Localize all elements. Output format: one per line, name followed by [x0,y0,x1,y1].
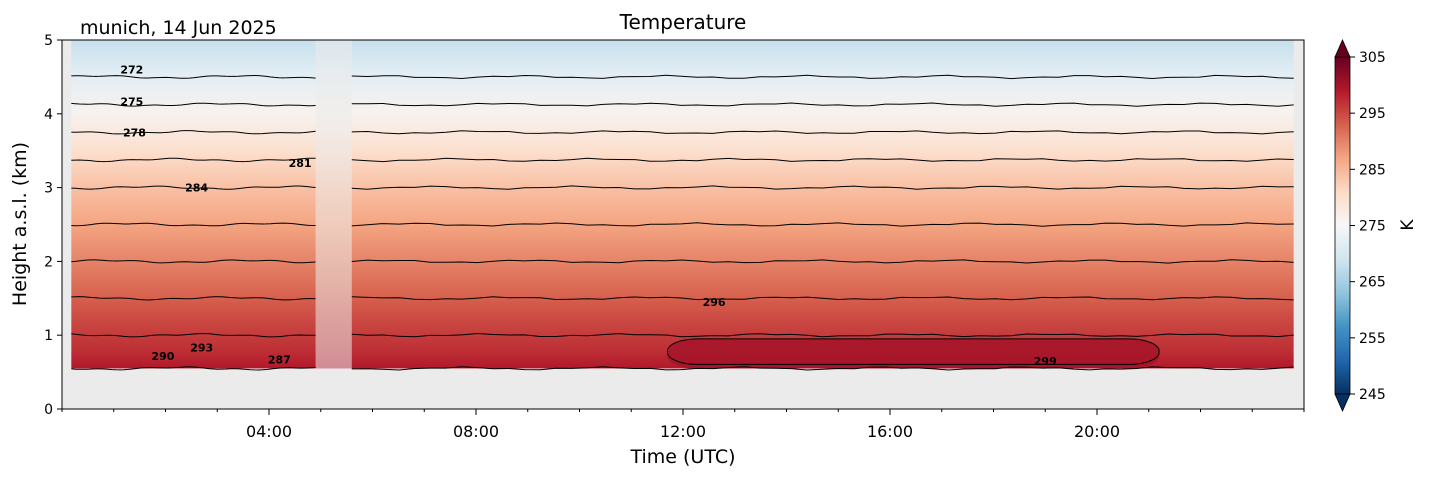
warm-core-region [667,338,1160,369]
temperature-field [71,40,1294,369]
contour-line-275 [351,102,1294,107]
colorbar-extend-max [1334,39,1351,58]
contour-line-299 [71,366,316,371]
overlay-layer: 272 275 278 281 284 296 293 290 287 299 0 1 2 3 4 5 04:0… [44,33,1386,441]
colorbar-label: K [1398,219,1418,231]
plot-area [62,40,1304,409]
contour-label: 290 [151,350,174,363]
contour-line-296 [351,332,1294,338]
temperature-field-fill [71,40,1294,369]
contour-line-299 [351,366,1294,371]
contour-line-278 [351,130,1294,135]
contour-line-287 [71,222,316,227]
colorbar-body [1334,56,1351,395]
y-tick-label: 2 [44,254,53,270]
contour-lines [71,74,1294,371]
contour-line-290 [71,259,316,264]
contour-line-281 [71,157,316,163]
y-tick-label: 4 [44,107,53,123]
contour-line-293 [351,296,1294,301]
contour-line-272 [351,74,1294,80]
contour-label: 275 [120,95,143,108]
x-axis-label: Time (UTC) [629,446,735,468]
contour-line-275 [71,102,316,107]
contour-line-warm-core [666,338,1160,365]
x-tick-label: 04:00 [246,422,292,441]
missing-data-gap [315,40,352,369]
contour-line-293 [71,296,316,301]
contour-label: 296 [703,296,726,309]
chart-subtitle: munich, 14 Jun 2025 [80,17,277,39]
colorbar-tick-label: 245 [1359,387,1386,403]
y-tick-label: 1 [44,328,53,344]
colorbar-tick-label: 285 [1359,162,1386,178]
y-tick-label: 3 [44,181,53,197]
x-tick-label: 20:00 [1074,422,1120,441]
colorbar: 245 255 265 275 285 295 305 [1334,39,1386,412]
y-tick-label: 0 [44,402,53,418]
colorbar-tick-label: 255 [1359,331,1386,347]
contour-label: 278 [123,126,146,139]
contour-line-284 [351,185,1294,190]
contour-line-272 [71,74,316,79]
colorbar-tick-label: 265 [1359,275,1386,291]
contour-label: 284 [185,182,208,195]
contour-line-287 [351,222,1294,227]
colorbar-tick-label: 275 [1359,219,1386,235]
contour-line-278 [71,130,316,135]
contour-label: 281 [289,157,312,170]
colorbar-extend-min [1334,393,1351,412]
y-axis-label: Height a.s.l. (km) [9,142,31,306]
x-tick-label: 08:00 [453,422,499,441]
x-tick-label: 16:00 [867,422,913,441]
colorbar-tick-label: 295 [1359,106,1386,122]
contour-label: 293 [190,342,213,355]
y-tick-label: 5 [44,33,53,49]
contour-line-281 [351,157,1294,163]
contour-line-290 [351,259,1294,264]
contour-line-296 [71,332,316,338]
contour-label: 299 [1034,355,1057,368]
x-tick-label: 12:00 [660,422,706,441]
contour-label: 287 [268,354,291,367]
colorbar-tick-label: 305 [1359,50,1386,66]
chart-title: Temperature [619,10,747,34]
contour-label: 272 [120,64,143,77]
contour-line-284 [71,185,316,190]
